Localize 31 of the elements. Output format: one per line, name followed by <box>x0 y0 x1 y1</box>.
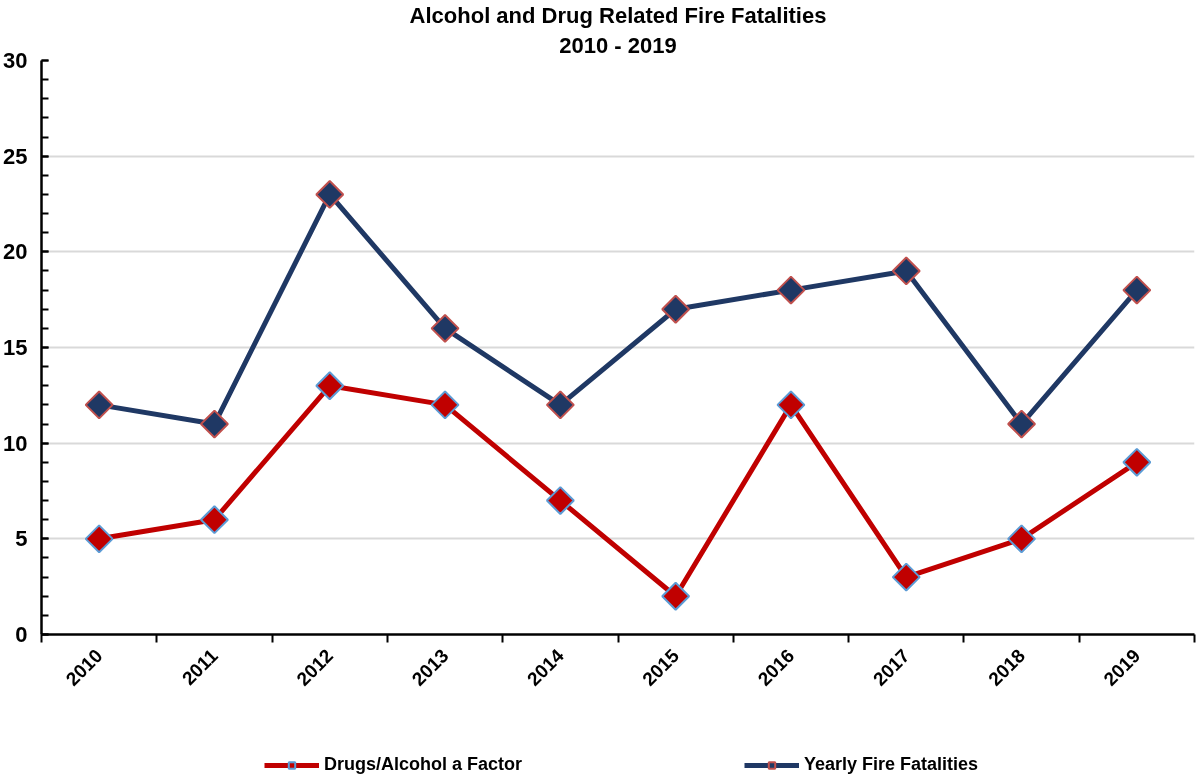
point <box>430 390 460 420</box>
point <box>776 275 806 305</box>
y-tick-label: 20 <box>3 239 28 265</box>
point <box>1122 275 1152 305</box>
point <box>545 486 575 515</box>
y-tick-label: 30 <box>3 48 28 73</box>
point <box>200 505 229 535</box>
point <box>315 371 345 401</box>
point <box>1007 524 1036 554</box>
point <box>84 524 114 554</box>
y-tick-label: 15 <box>3 335 28 360</box>
point <box>776 390 806 420</box>
point <box>84 390 114 420</box>
point <box>661 581 691 611</box>
point <box>430 313 460 343</box>
chart-subtitle: 2010 - 2019 <box>559 32 677 58</box>
point <box>545 390 575 420</box>
y-tick-label: 25 <box>3 143 28 169</box>
legend-label: Yearly Fire Fatalities <box>804 754 980 775</box>
y-tick-label: 0 <box>15 622 28 647</box>
point <box>315 180 345 209</box>
legend-label: Drugs/Alcohol a Factor <box>324 754 524 775</box>
point <box>200 409 229 439</box>
point <box>661 294 691 324</box>
chart-title: Alcohol and Drug Related Fire Fatalities <box>409 2 827 28</box>
point <box>891 256 921 286</box>
point <box>1007 409 1036 439</box>
point <box>1122 447 1152 477</box>
y-tick-label: 10 <box>3 430 28 456</box>
point <box>891 562 921 592</box>
y-tick-label: 5 <box>15 526 28 552</box>
